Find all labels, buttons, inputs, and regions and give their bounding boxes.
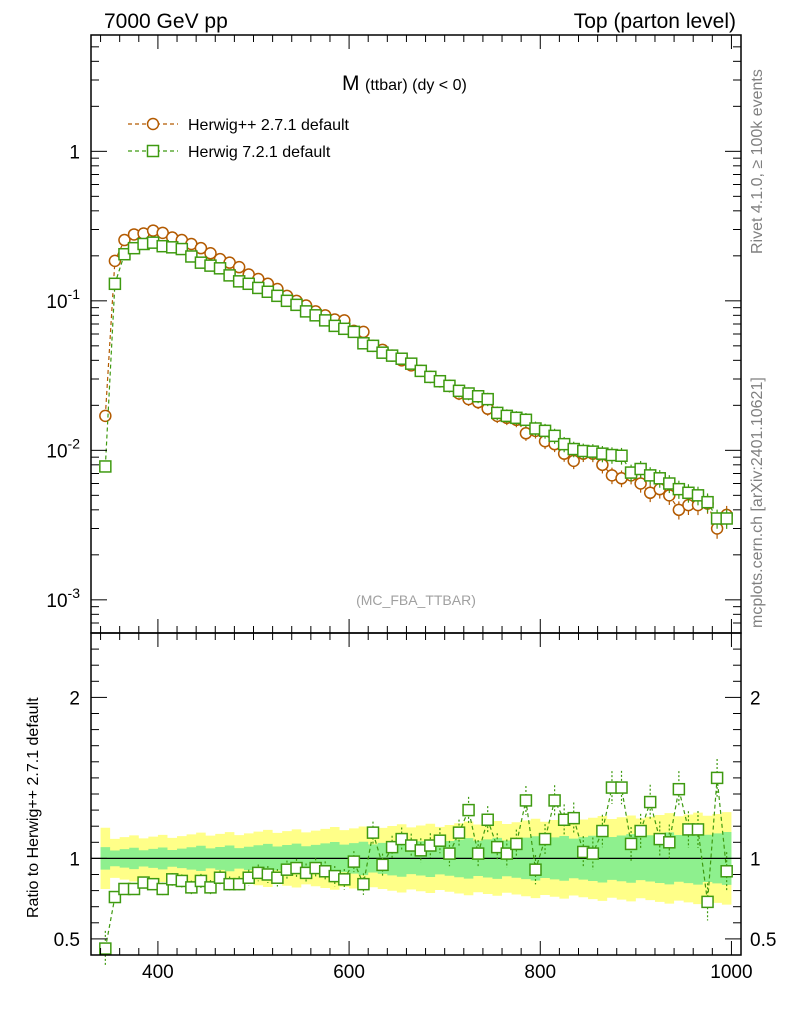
legend-label-herwigpp: Herwig++ 2.7.1 default	[188, 117, 350, 134]
ratio-point-herwig7	[376, 858, 389, 872]
legend-label-herwig7: Herwig 7.2.1 default	[188, 144, 331, 161]
legend-marker-herwigpp	[146, 117, 160, 131]
ratio-point-herwig7	[385, 840, 399, 854]
x-tick-label: 400	[142, 962, 174, 983]
ratio-point-herwig7	[204, 881, 217, 894]
ratio-point-herwig7	[433, 834, 447, 847]
point-herwigpp	[232, 260, 246, 274]
ratio-tick-label: 0.5	[54, 930, 80, 951]
ratio-point-herwig7	[471, 847, 485, 860]
ratio-point-herwig7	[491, 840, 504, 854]
ratio-point-herwig7	[108, 890, 122, 904]
ratio-point-herwig7	[634, 824, 647, 838]
point-herwig7	[519, 413, 533, 427]
point-herwig7	[481, 392, 494, 406]
ratio-point-herwig7	[452, 826, 466, 839]
ratio-tick-label-right: 1	[750, 849, 761, 870]
ratio-point-herwig7	[548, 794, 561, 807]
y-tick-label: 10-2	[46, 435, 80, 462]
ratio-tick-label: 1	[69, 849, 80, 870]
header-right: Top (parton level)	[574, 10, 736, 33]
ratio-point-herwig7	[720, 865, 733, 878]
ratio-point-herwig7	[156, 882, 169, 896]
ratio-point-herwig7	[615, 781, 628, 794]
ratio-point-herwig7	[624, 837, 638, 851]
plot-title-main: M	[342, 72, 360, 95]
ratio-point-herwig7	[462, 803, 475, 817]
point-herwig7	[404, 357, 418, 370]
point-herwig7	[347, 325, 361, 339]
point-herwig7	[108, 277, 122, 291]
ratio-tick-label-right: 0.5	[750, 930, 776, 951]
main-panel: 1 10-1 10-2 10-3 M (ttbar) (dy < 0) (MC_FBA…	[46, 34, 742, 634]
ratio-point-herwig7	[710, 771, 724, 785]
point-herwig7	[548, 429, 561, 443]
ratio-point-herwig7	[175, 874, 189, 888]
ratio-frame	[90, 632, 742, 956]
ratio-point-herwig7	[127, 882, 141, 896]
plot-title-sub: (ttbar) (dy < 0)	[365, 77, 467, 94]
ratio-point-herwig7	[529, 863, 542, 876]
rivet-label: Rivet 4.1.0, ≥ 100k events	[749, 69, 766, 254]
ratio-panel: 400 600 800 1000 0.5 0.5 1 1 2 2 Ratio to Herwig+…	[25, 632, 776, 983]
mcplots-label: mcplots.cern.ch [arXiv:2401.10621]	[749, 377, 766, 628]
ratio-point-herwig7	[271, 871, 284, 884]
point-herwig7	[691, 489, 705, 502]
ratio-point-herwig7	[232, 877, 246, 891]
y-tick-label: 1	[69, 142, 80, 163]
ratio-point-herwig7	[672, 782, 686, 796]
ratio-point-herwig7	[596, 824, 609, 838]
point-herwig7	[634, 462, 647, 476]
ratio-point-herwig7	[338, 873, 351, 886]
point-herwigpp	[99, 409, 112, 423]
header-left: 7000 GeV pp	[104, 10, 228, 33]
ratio-point-herwig7	[443, 847, 456, 860]
ratio-point-herwig7	[481, 813, 494, 827]
ratio-point-herwig7	[586, 847, 600, 860]
point-herwigpp	[108, 254, 122, 268]
point-herwig7	[290, 298, 303, 312]
y-tick-label: 10-1	[46, 286, 80, 313]
point-herwig7	[701, 495, 714, 509]
ratio-point-herwig7	[194, 874, 208, 888]
ratio-point-herwig7	[366, 826, 380, 839]
x-tick-label: 600	[333, 962, 365, 983]
point-herwig7	[720, 512, 733, 525]
ratio-point-herwig7	[99, 942, 112, 955]
point-herwig7	[99, 460, 112, 473]
y-tick-label: 10-3	[46, 585, 80, 612]
series-line-herwigpp	[104, 229, 728, 530]
ratio-point-herwig7	[663, 836, 676, 849]
ratio-point-herwig7	[185, 881, 198, 894]
ratio-point-herwig7	[691, 823, 705, 836]
x-tick-label: 1000	[710, 962, 752, 983]
legend-marker-herwig7	[146, 144, 160, 158]
point-herwig7	[213, 262, 227, 275]
ratio-point-herwig7	[643, 795, 657, 809]
point-herwig7	[366, 339, 380, 353]
point-herwigpp	[204, 247, 217, 260]
point-herwigpp	[118, 233, 131, 247]
ratio-y-label: Ratio to Herwig++ 2.7.1 default	[25, 697, 42, 918]
point-herwig7	[175, 242, 189, 256]
ratio-tick-label: 2	[69, 688, 80, 709]
ratio-point-herwig7	[357, 877, 370, 891]
ratio-point-herwig7	[519, 794, 533, 807]
ratio-point-herwig7	[510, 837, 523, 851]
ratio-point-herwig7	[538, 832, 552, 846]
point-herwig7	[615, 449, 628, 462]
ratio-tick-label-right: 2	[750, 688, 761, 709]
x-tick-label: 800	[524, 962, 556, 983]
ratio-point-herwig7	[395, 832, 408, 846]
point-herwigpp	[194, 241, 208, 255]
legend: Herwig++ 2.7.1 default Herwig 7.2.1 defa…	[128, 117, 350, 161]
watermark: (MC_FBA_TTBAR)	[356, 592, 476, 608]
ratio-point-herwig7	[500, 847, 514, 860]
ratio-point-herwig7	[347, 855, 361, 868]
ratio-point-herwig7	[213, 871, 227, 884]
ratio-point-herwig7	[567, 811, 580, 825]
ratio-point-herwig7	[701, 895, 714, 909]
